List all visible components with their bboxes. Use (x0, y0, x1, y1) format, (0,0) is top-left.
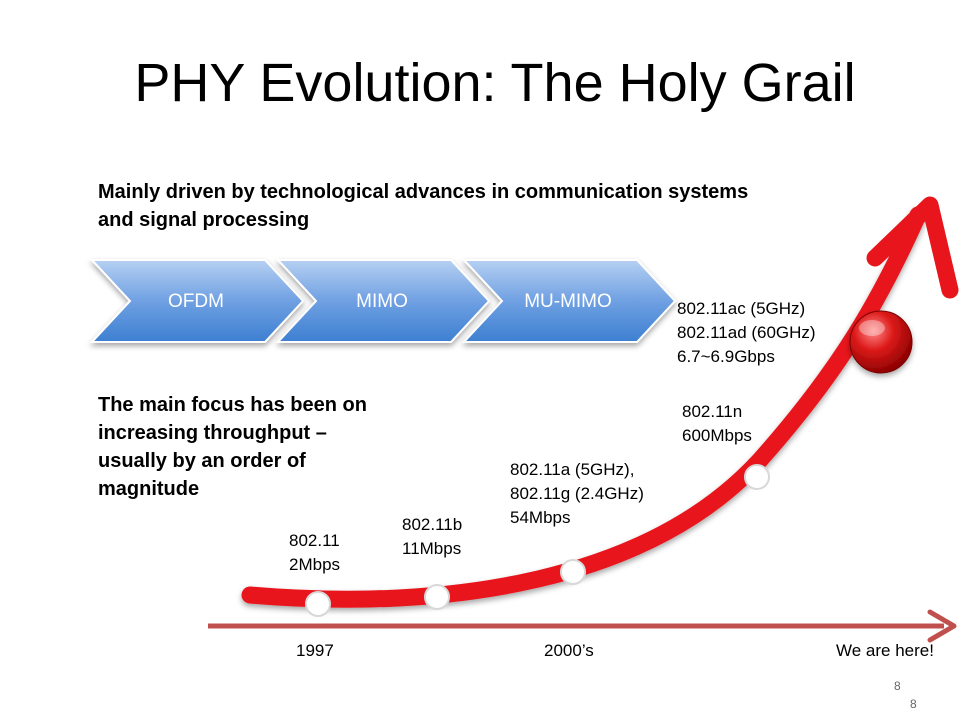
milestone-rate: 6.7~6.9Gbps (677, 347, 775, 366)
milestone-standard: 802.11ac (5GHz) (677, 299, 806, 318)
milestone-rate: 600Mbps (682, 426, 752, 445)
goal-ball (849, 310, 913, 374)
chevron-label-mu-mimo: MU-MIMO (524, 291, 612, 312)
timeline-label-1997: 1997 (296, 641, 334, 660)
curve-arrowhead (866, 196, 959, 299)
intro-text-line: and signal processing (98, 209, 310, 231)
milestone-standard: 802.11n (682, 402, 743, 421)
intro-text: Mainly driven by technological advances … (98, 178, 918, 234)
milestone-standard: 802.11a (5GHz), (510, 460, 635, 479)
chevron-mu-mimo (461, 259, 677, 343)
chevron-ofdm (89, 259, 305, 343)
milestone-label-80211ag: 802.11a (5GHz), 802.11g (2.4GHz) 54Mbps (510, 458, 644, 530)
slide-title: PHY Evolution: The Holy Grail (134, 53, 856, 113)
milestone-rate: 54Mbps (510, 508, 571, 527)
growth-curve (241, 196, 959, 608)
milestone-label-80211b: 802.11b 11Mbps (402, 513, 462, 561)
milestone-standard: 802.11g (2.4GHz) (510, 484, 644, 503)
timeline-label-2000s: 2000’s (544, 641, 594, 660)
milestone-marker (560, 559, 586, 585)
milestone-markers (305, 464, 770, 617)
timeline-arrow (208, 609, 957, 643)
milestone-label-80211ac-ad: 802.11ac (5GHz) 802.11ad (60GHz) 6.7~6.9… (677, 297, 816, 369)
focus-text-line: increasing throughput – (98, 422, 327, 444)
timeline-label-now: We are here! (836, 641, 934, 660)
focus-text-line: The main focus has been on (98, 394, 367, 416)
milestone-rate: 11Mbps (402, 539, 462, 558)
chevron-label-ofdm: OFDM (168, 291, 224, 312)
milestone-marker (424, 584, 450, 610)
milestone-label-80211n: 802.11n 600Mbps (682, 400, 752, 448)
slide-number: 8 (910, 697, 917, 711)
milestone-marker (305, 591, 331, 617)
focus-text-line: magnitude (98, 478, 200, 500)
milestone-marker (744, 464, 770, 490)
process-chevrons: OFDM MIMO MU-MIMO (89, 259, 677, 343)
milestone-standard: 802.11 (289, 531, 340, 550)
focus-text: The main focus has been on increasing th… (98, 391, 438, 503)
focus-text-line: usually by an order of (98, 450, 306, 472)
intro-text-line: Mainly driven by technological advances … (98, 181, 749, 203)
chevron-label-mimo: MIMO (356, 291, 408, 312)
slide-number: 8 (894, 679, 901, 693)
chevron-mimo (275, 259, 491, 343)
milestone-rate: 2Mbps (289, 555, 341, 574)
goal-ball-highlight (859, 320, 885, 336)
milestone-standard: 802.11b (402, 515, 463, 534)
milestone-label-80211: 802.11 2Mbps (289, 529, 340, 577)
milestone-standard: 802.11ad (60GHz) (677, 323, 816, 342)
